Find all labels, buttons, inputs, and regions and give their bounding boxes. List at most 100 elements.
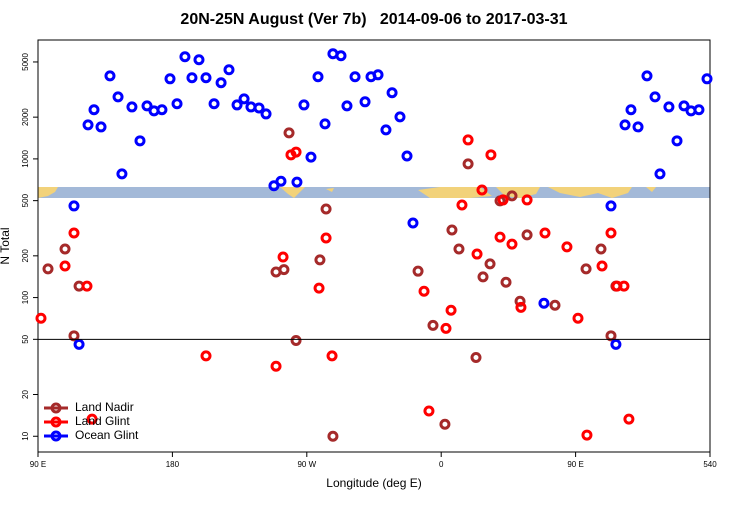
point — [193, 54, 205, 66]
x-tick-label: 90 E — [30, 460, 46, 469]
y-tick-label: 50 — [21, 334, 30, 343]
point — [68, 330, 80, 342]
x-tick-label: 90 W — [297, 460, 316, 469]
point — [394, 111, 406, 123]
y-tick-label: 100 — [21, 290, 30, 304]
legend-marker — [50, 416, 62, 428]
point — [156, 104, 168, 116]
point — [619, 119, 631, 131]
point — [171, 98, 183, 110]
point — [500, 276, 512, 288]
point — [68, 227, 80, 239]
point — [112, 91, 124, 103]
legend-label: Land Nadir — [75, 400, 134, 414]
point — [595, 243, 607, 255]
point — [654, 168, 666, 180]
point — [372, 69, 384, 81]
point — [59, 260, 71, 272]
point — [605, 330, 617, 342]
point — [290, 146, 302, 158]
point — [625, 104, 637, 116]
point — [506, 238, 518, 250]
point — [427, 319, 439, 331]
point — [623, 413, 635, 425]
point — [456, 199, 468, 211]
y-tick-label: 2000 — [21, 108, 30, 126]
y-tick-label: 200 — [21, 249, 30, 263]
point — [335, 50, 347, 62]
point — [215, 77, 227, 89]
point — [446, 224, 458, 236]
point — [253, 102, 265, 114]
point — [341, 100, 353, 112]
point — [186, 72, 198, 84]
point — [549, 299, 561, 311]
point — [283, 127, 295, 139]
point — [610, 338, 622, 350]
point — [701, 73, 713, 85]
point — [277, 251, 289, 263]
y-tick-label: 5000 — [21, 53, 30, 71]
point — [238, 93, 250, 105]
point — [514, 295, 526, 307]
point — [260, 108, 272, 120]
point — [314, 254, 326, 266]
point — [538, 297, 550, 309]
point — [326, 350, 338, 362]
point — [485, 149, 497, 161]
point — [298, 99, 310, 111]
point — [73, 338, 85, 350]
point — [641, 70, 653, 82]
point — [471, 248, 483, 260]
point — [313, 282, 325, 294]
point — [200, 72, 212, 84]
point — [320, 232, 332, 244]
point — [164, 73, 176, 85]
point — [126, 101, 138, 113]
point — [663, 101, 675, 113]
point — [484, 258, 496, 270]
x-axis-label: Longitude (deg E) — [326, 476, 421, 490]
point — [275, 175, 287, 187]
point — [291, 176, 303, 188]
point — [290, 335, 302, 347]
point — [632, 121, 644, 133]
legend-marker — [50, 430, 62, 442]
point — [476, 184, 488, 196]
point — [319, 118, 331, 130]
y-tick-label: 500 — [21, 193, 30, 207]
point — [116, 168, 128, 180]
point — [506, 190, 518, 202]
point — [312, 71, 324, 83]
point — [580, 263, 592, 275]
point — [104, 70, 116, 82]
point — [407, 217, 419, 229]
x-tick-label: 0 — [439, 460, 444, 469]
point — [386, 87, 398, 99]
point — [453, 243, 465, 255]
point — [59, 243, 71, 255]
point — [618, 280, 630, 292]
point — [418, 285, 430, 297]
point — [208, 98, 220, 110]
point — [88, 104, 100, 116]
point — [231, 99, 243, 111]
point — [349, 71, 361, 83]
point — [380, 124, 392, 136]
point — [412, 265, 424, 277]
point — [572, 312, 584, 324]
y-tick-label: 10 — [21, 431, 30, 440]
point — [581, 429, 593, 441]
point — [462, 134, 474, 146]
point — [179, 51, 191, 63]
point — [134, 135, 146, 147]
point — [35, 312, 47, 324]
point — [477, 271, 489, 283]
point — [440, 322, 452, 334]
point — [327, 430, 339, 442]
point — [95, 121, 107, 133]
point — [678, 100, 690, 112]
point — [81, 280, 93, 292]
point — [445, 304, 457, 316]
